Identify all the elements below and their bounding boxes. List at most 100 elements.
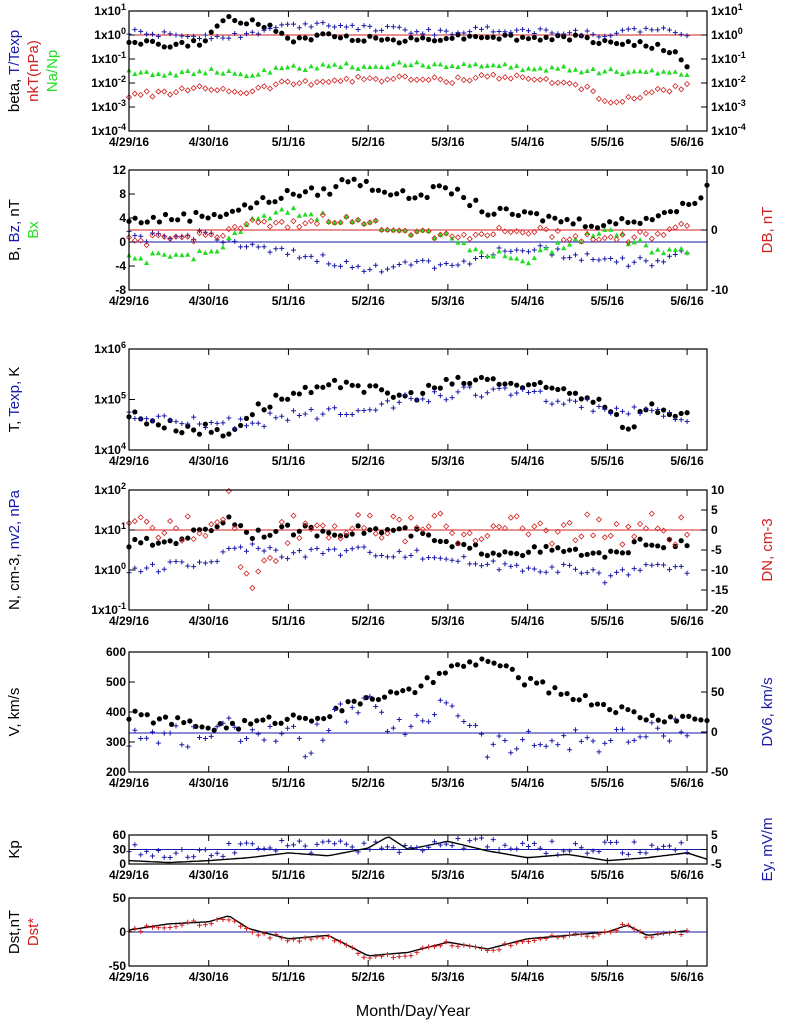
data-point bbox=[138, 928, 144, 934]
data-point bbox=[414, 712, 420, 718]
data-point bbox=[272, 81, 279, 88]
data-point bbox=[425, 64, 432, 69]
y-tick-label: 50 bbox=[113, 891, 127, 905]
data-point bbox=[231, 223, 238, 230]
data-point bbox=[572, 841, 578, 847]
data-point bbox=[175, 715, 181, 721]
data-point bbox=[537, 26, 543, 32]
data-point bbox=[508, 750, 514, 756]
data-point bbox=[572, 252, 578, 258]
x-tick-label: 5/1/16 bbox=[272, 868, 306, 882]
data-point bbox=[525, 565, 531, 571]
y-right-tick-label: -5 bbox=[711, 857, 722, 871]
data-point bbox=[185, 43, 191, 49]
data-point bbox=[179, 33, 185, 39]
data-point bbox=[478, 946, 484, 952]
data-point bbox=[402, 227, 409, 234]
data-point bbox=[567, 30, 573, 36]
data-point bbox=[349, 546, 355, 552]
data-point bbox=[235, 207, 242, 213]
data-point bbox=[608, 929, 614, 935]
data-point bbox=[578, 533, 585, 540]
data-point bbox=[478, 35, 485, 41]
data-point bbox=[367, 407, 373, 413]
data-point bbox=[473, 836, 479, 842]
data-point bbox=[266, 199, 272, 205]
data-point bbox=[214, 917, 220, 923]
data-point bbox=[349, 704, 355, 710]
data-point bbox=[254, 718, 260, 724]
data-point bbox=[279, 245, 285, 251]
data-point bbox=[437, 393, 443, 399]
data-point bbox=[155, 88, 162, 95]
data-point bbox=[402, 953, 408, 959]
data-point bbox=[531, 388, 537, 394]
data-point bbox=[613, 411, 620, 418]
data-point bbox=[296, 938, 302, 944]
data-point bbox=[261, 737, 267, 743]
data-point bbox=[649, 934, 655, 940]
data-point bbox=[678, 514, 685, 521]
data-point bbox=[290, 550, 296, 556]
data-point bbox=[549, 401, 555, 407]
y-axis-title: B, Bz, nT bbox=[6, 199, 23, 261]
data-point bbox=[467, 659, 473, 665]
data-point bbox=[661, 562, 667, 568]
data-point bbox=[149, 524, 156, 531]
data-point bbox=[326, 933, 332, 939]
data-point bbox=[232, 17, 238, 24]
data-point bbox=[496, 29, 502, 35]
x-tick-label: 5/4/16 bbox=[511, 868, 545, 882]
data-point bbox=[290, 712, 296, 718]
data-point bbox=[290, 62, 297, 68]
data-point bbox=[238, 522, 244, 529]
data-point bbox=[390, 513, 397, 520]
data-point bbox=[396, 954, 402, 960]
data-point bbox=[355, 66, 361, 71]
data-point bbox=[625, 219, 631, 226]
data-point bbox=[296, 715, 302, 721]
data-point bbox=[285, 938, 291, 944]
y-axis-title: Bx bbox=[25, 221, 42, 239]
data-point bbox=[637, 68, 643, 74]
data-point bbox=[461, 541, 467, 548]
data-point bbox=[296, 413, 302, 419]
data-point bbox=[238, 34, 244, 40]
data-point bbox=[332, 24, 338, 30]
data-point bbox=[349, 218, 356, 226]
data-point bbox=[243, 244, 249, 250]
data-point bbox=[508, 380, 514, 386]
data-point bbox=[185, 563, 191, 569]
data-point bbox=[202, 736, 208, 742]
data-point bbox=[320, 528, 326, 534]
data-point bbox=[473, 722, 479, 728]
data-point bbox=[425, 382, 432, 388]
data-point bbox=[396, 262, 402, 268]
data-point bbox=[402, 62, 408, 68]
data-point bbox=[285, 725, 291, 731]
data-point bbox=[161, 413, 167, 419]
data-point bbox=[308, 211, 314, 217]
data-point bbox=[590, 31, 596, 37]
data-point bbox=[220, 549, 226, 555]
data-point bbox=[168, 721, 175, 727]
data-point bbox=[302, 715, 309, 721]
data-point bbox=[214, 33, 220, 39]
y-tick-label: 300 bbox=[106, 735, 126, 749]
data-point bbox=[272, 219, 279, 226]
y-tick-label: 1x105 bbox=[94, 391, 126, 407]
data-point bbox=[366, 75, 373, 82]
data-point bbox=[279, 838, 285, 844]
data-point bbox=[625, 263, 631, 269]
data-point bbox=[202, 532, 209, 539]
data-point bbox=[437, 61, 443, 67]
data-point bbox=[202, 38, 208, 44]
data-point bbox=[473, 561, 479, 567]
data-point bbox=[355, 73, 362, 80]
data-point bbox=[243, 840, 249, 846]
y-right-tick-label: 0 bbox=[711, 843, 718, 857]
data-point bbox=[596, 570, 602, 576]
data-point bbox=[238, 416, 244, 422]
data-point bbox=[684, 410, 690, 416]
data-point bbox=[144, 260, 150, 266]
